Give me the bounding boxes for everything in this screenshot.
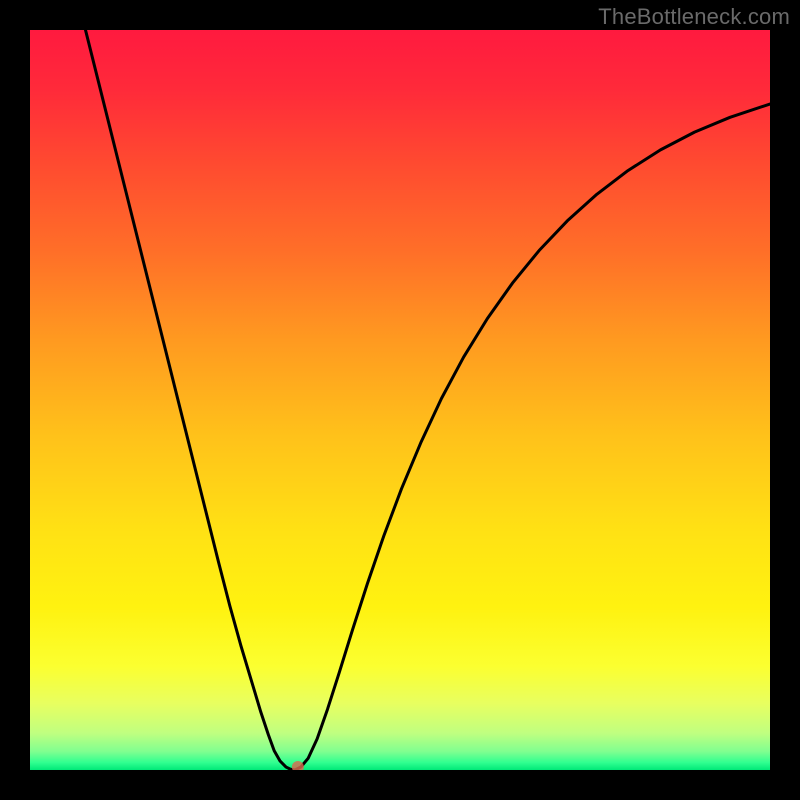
- watermark-text: TheBottleneck.com: [598, 4, 790, 30]
- minimum-marker: [292, 761, 304, 773]
- gradient-background: [30, 30, 770, 770]
- bottleneck-chart: [0, 0, 800, 800]
- chart-frame: TheBottleneck.com: [0, 0, 800, 800]
